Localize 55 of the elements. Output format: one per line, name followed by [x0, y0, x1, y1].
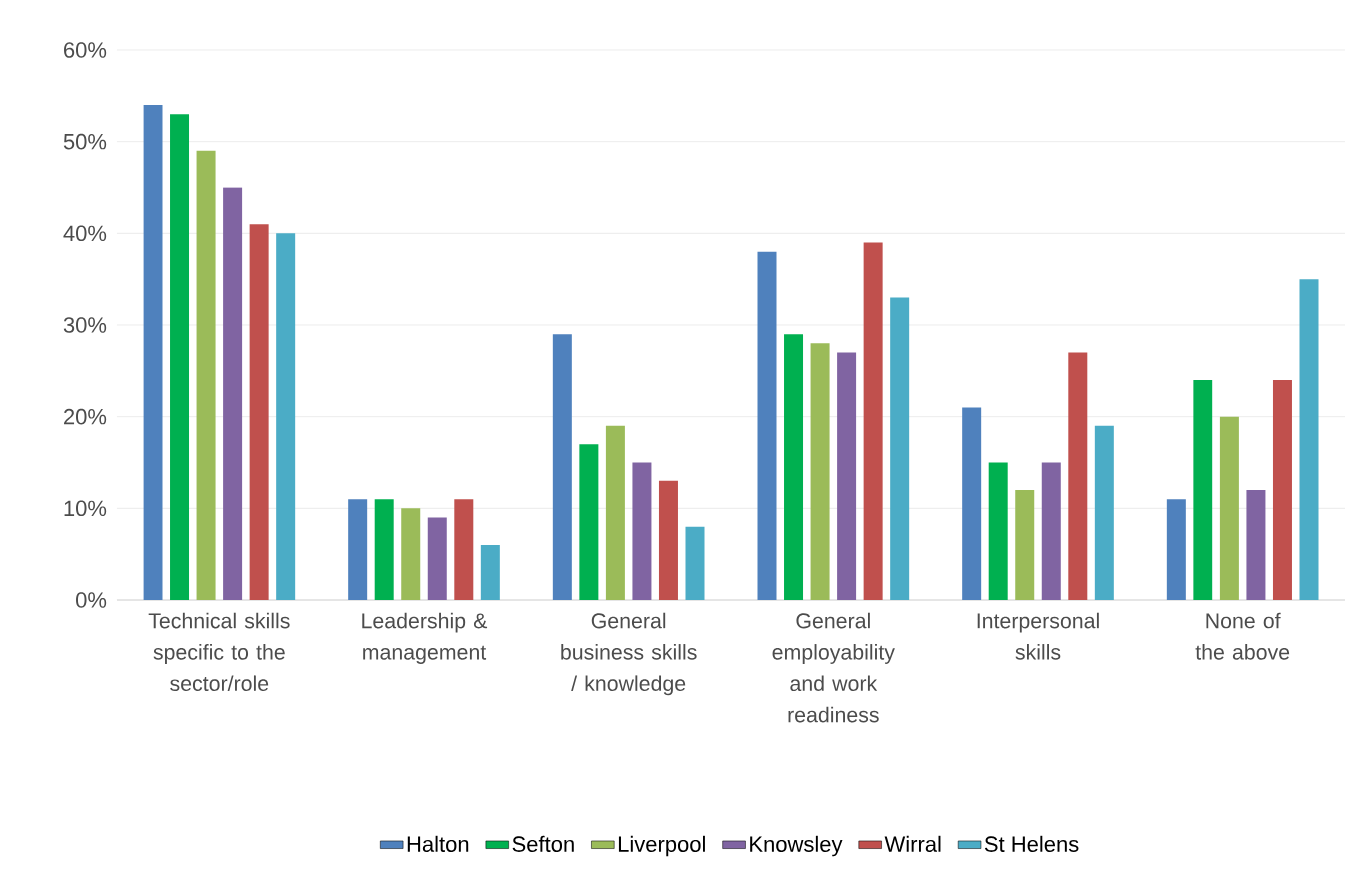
- x-tick-label: General employability and work readiness: [772, 612, 895, 723]
- x-tick-label: General business skills / knowledge: [561, 612, 697, 696]
- bar: [374, 499, 394, 600]
- bar: [685, 526, 705, 600]
- legend-label: Halton: [407, 835, 469, 852]
- bar: [427, 517, 447, 600]
- bar: [143, 105, 163, 600]
- bar: [348, 499, 368, 600]
- bar: [784, 334, 804, 600]
- bar: [454, 499, 474, 600]
- bar: [1041, 462, 1061, 600]
- y-tick-label: 20%: [64, 408, 107, 425]
- bar: [249, 224, 269, 600]
- bar: [632, 462, 652, 600]
- bar: [658, 480, 678, 600]
- x-tick-label: None of the above: [1195, 612, 1290, 660]
- bar: [1299, 279, 1319, 600]
- legend-label: St Helens: [984, 835, 1079, 852]
- x-tick-label: Interpersonal skills: [977, 612, 1099, 660]
- bar: [837, 352, 857, 600]
- bar: [1068, 352, 1088, 600]
- bar: [401, 508, 421, 600]
- bar: [605, 425, 625, 600]
- legend-label: Liverpool: [618, 835, 705, 857]
- bar: [480, 545, 500, 600]
- bar: [552, 334, 572, 600]
- y-tick-label: 50%: [63, 133, 107, 150]
- bar: [223, 187, 243, 600]
- bar: [1193, 380, 1213, 600]
- bar: [276, 233, 296, 600]
- bar: [1246, 490, 1266, 600]
- y-tick-label: 30%: [63, 317, 107, 333]
- legend-label: Knowsley: [750, 835, 843, 857]
- y-tick-label: 0%: [76, 592, 107, 608]
- bar: [890, 297, 910, 600]
- bar: [962, 407, 982, 600]
- bar: [1219, 416, 1239, 600]
- x-tick-label: Technical skills specific to the sector/role: [148, 612, 290, 692]
- x-tick-label: Leadership & management: [362, 612, 488, 664]
- bar: [170, 114, 190, 600]
- bar: [1166, 499, 1186, 600]
- bar: [1272, 380, 1292, 600]
- y-tick-label: 40%: [63, 225, 107, 242]
- legend-label: Sefton: [512, 835, 574, 852]
- bar: [863, 242, 883, 600]
- bar: [1094, 425, 1114, 600]
- legend-label: Wirral: [884, 835, 941, 852]
- bar: [988, 462, 1008, 600]
- y-tick-label: 10%: [64, 500, 107, 517]
- bar: [1015, 490, 1035, 600]
- y-tick-label: 60%: [64, 42, 107, 58]
- bar: [810, 343, 830, 600]
- bar: [579, 444, 599, 600]
- bar: [196, 150, 216, 600]
- bar: [757, 251, 777, 600]
